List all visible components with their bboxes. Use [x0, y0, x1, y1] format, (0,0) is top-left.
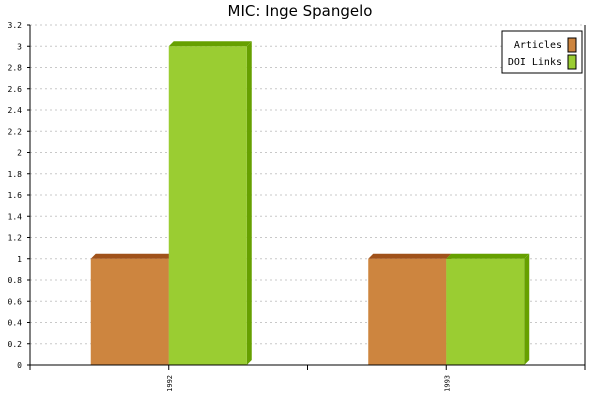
- bar: [168, 46, 247, 365]
- x-tick-label: 1992: [166, 375, 174, 392]
- y-tick-label: 3: [17, 42, 22, 51]
- bar: [90, 258, 169, 365]
- bar-top: [446, 253, 530, 259]
- tick-labels: 0 0.2 0.4 0.6 0.8 1 1.2 1.4 1.6 1.8 2 2.2 2.4 2.6 2.8 3…: [8, 21, 452, 392]
- y-tick-label: 2: [17, 149, 22, 158]
- y-tick-label: 2.4: [8, 106, 23, 115]
- axes: [27, 24, 586, 370]
- legend-label: DOI Links: [508, 57, 562, 68]
- legend: Articles DOI Links: [501, 30, 583, 74]
- bar-side: [524, 253, 530, 365]
- y-tick-label: 2.6: [8, 85, 23, 94]
- legend-label: Articles: [514, 40, 562, 51]
- y-tick-label: 1: [17, 255, 22, 264]
- y-tick-label: 0: [17, 361, 22, 370]
- y-tick-label: 0.6: [8, 297, 23, 306]
- y-tick-label: 2.2: [8, 127, 23, 136]
- bar-top: [168, 41, 252, 47]
- bar-top: [368, 253, 452, 259]
- y-tick-label: 1.4: [8, 212, 23, 221]
- y-tick-label: 1.2: [8, 234, 23, 243]
- bar: [446, 258, 525, 365]
- bars: [90, 41, 530, 365]
- chart-title: MIC: Inge Spangelo: [228, 2, 373, 20]
- y-tick-label: 0.8: [8, 276, 23, 285]
- y-tick-label: 1.6: [8, 191, 23, 200]
- legend-swatch: [567, 54, 577, 70]
- y-tick-label: 2.8: [8, 64, 23, 73]
- bar-top: [90, 253, 174, 259]
- legend-swatch: [567, 37, 577, 53]
- x-tick-label: 1993: [443, 375, 451, 392]
- bar-side: [246, 41, 252, 365]
- y-tick-label: 0.4: [8, 319, 23, 328]
- y-tick-label: 1.8: [8, 170, 23, 179]
- y-tick-label: 0.2: [8, 340, 23, 349]
- y-tick-label: 3.2: [8, 21, 23, 30]
- bar: [368, 258, 447, 365]
